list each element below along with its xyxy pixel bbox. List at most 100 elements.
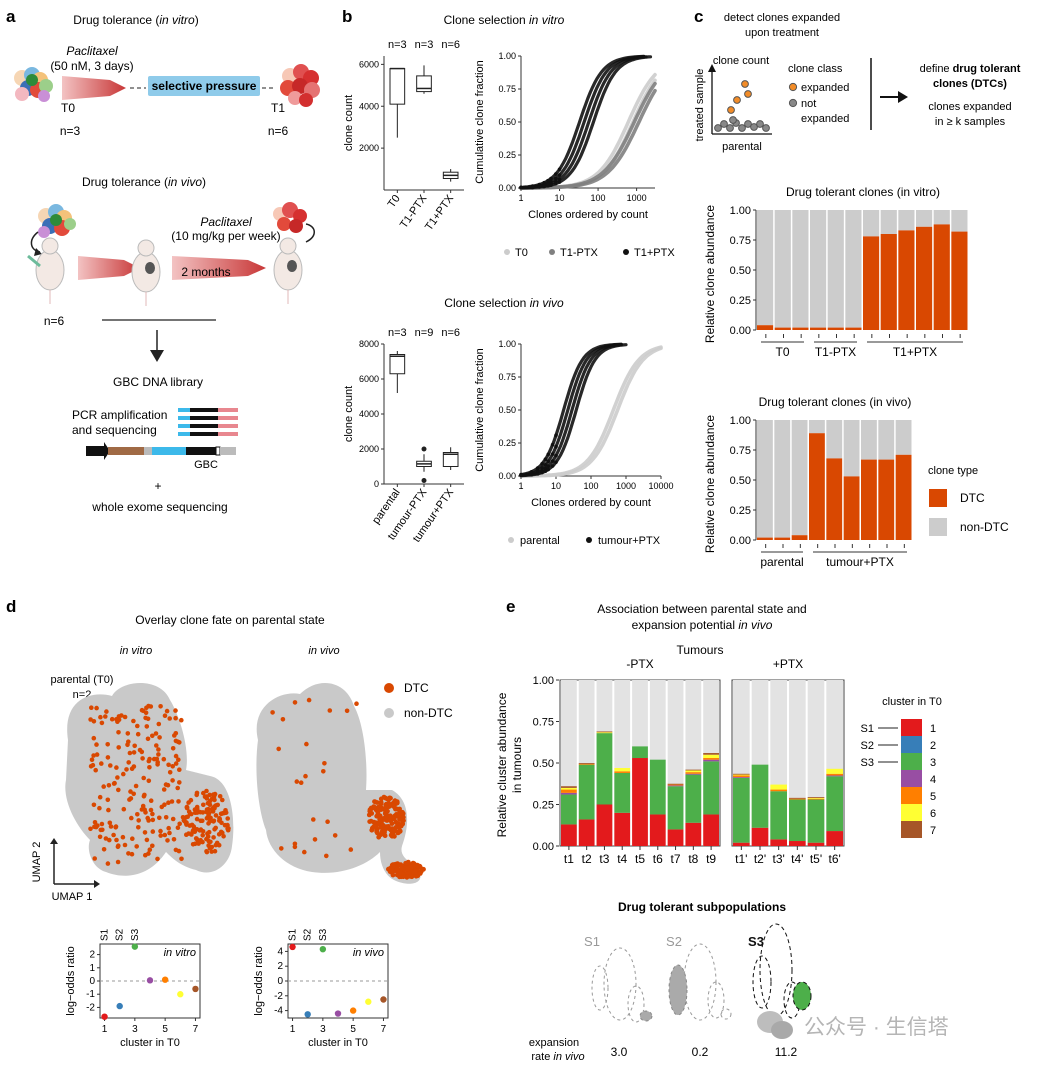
y-tick-label: 6000 [359,374,379,384]
c-parental: parental [722,141,762,153]
bar-segment-cluster-7 [807,797,825,798]
e-subpop-s2: S2 [666,934,682,949]
dtc-cell [146,758,152,764]
selective-pressure-label: selective pressure [152,79,257,93]
dtc-cell [150,843,155,849]
cum-point-tumour+PTX [543,457,548,462]
label-months: 2 months [181,265,230,279]
schematic-dot-not-expanded [738,124,746,132]
x-tick-label: t2' [754,852,766,866]
dtc-cell [105,861,111,866]
dtc-cell [107,820,113,826]
umap-vivo-dtc-dots [270,697,426,880]
dtc-cell [399,865,404,871]
dtc-cell [372,804,377,810]
dtc-cell [92,820,98,825]
dtc-cell [177,821,182,827]
bar-segment-cluster-6 [703,754,719,759]
dtc-cell [175,739,181,745]
y-tick-label: 0.00 [498,183,516,193]
y-tick-label: 2000 [359,444,379,454]
label-t1: T1 [271,101,285,115]
dtc-cell [157,815,162,821]
dtc-cell [141,775,146,781]
dtc-cell [404,861,410,866]
dtc-cell [131,764,137,769]
bar-non-dtc [898,210,915,231]
dtc-cell [108,763,113,768]
bar-segment-cluster-6 [614,767,631,772]
dtc-cell [311,817,316,822]
dtc-cell [172,733,177,738]
mouse-icon-1 [27,237,65,304]
dtc-cell [134,844,139,849]
dtc-cell [200,839,205,845]
dtc-cell [141,794,147,799]
cluster-point [304,1011,311,1018]
dtc-cell [306,697,312,703]
dtc-cell [373,824,379,829]
dtc-cell [145,815,150,821]
dtc-cell [127,797,132,802]
dtc-cell [222,822,228,828]
dtc-cell [179,856,184,862]
dtc-cell [140,756,145,761]
bar-dtc [951,231,968,330]
umap-vitro [65,683,234,876]
dtc-cell [396,825,402,831]
schematic-dot-expanded [744,90,752,98]
dtc-cell [115,775,120,780]
bar-segment-cluster-7 [667,783,684,785]
bar-dtc [843,476,860,540]
dtc-cell [173,753,179,759]
dtc-cell [91,753,96,758]
bar-segment-cluster-3 [703,761,719,815]
e-s1: S1 [861,723,874,735]
plot-frame [731,679,845,847]
bar-segment-cluster-3 [770,791,787,840]
dtc-cell [225,826,230,832]
y-axis-label: Relative clone abundance [703,415,717,553]
box-body [442,452,459,467]
box-n-label: n=9 [415,327,434,339]
e-tumours: Tumours [677,643,724,657]
dtc-cell [111,781,117,786]
dtc-cell [218,829,224,835]
e-expansion-2: rate in vivo [531,1051,584,1063]
chart-title: Drug tolerant clones (in vivo) [759,395,912,409]
d-umap2: UMAP 2 [31,842,43,883]
bar-non-dtc [827,210,844,328]
box-n-label: n=3 [388,39,407,51]
legend-swatch-cluster-1 [901,719,922,736]
bar-segment-cluster-1 [807,842,825,846]
x-tick-label: 10000 [648,481,673,491]
dtc-cell [116,787,121,793]
s-label: S2 [115,928,126,941]
y-tick-label: 4 [277,946,283,957]
b-legend-t1-ptx: T1-PTX [560,247,599,259]
dtc-cell [377,816,383,822]
bar-non-dtc [810,210,827,328]
dtc-cell [131,750,137,755]
dtc-cell [116,714,122,719]
dtc-cell [143,852,148,858]
dtc-cell [220,797,225,803]
dtc-cell [107,837,112,843]
bar-segment-cluster-3 [561,794,577,825]
x-tick-label: 7 [381,1024,387,1035]
schematic-dot-not-expanded [720,120,728,128]
dtc-cell [176,799,181,804]
box-body [389,68,406,105]
bar-non-dtc [757,210,774,326]
dtc-cell [89,757,95,762]
bar-segment-cluster-3 [789,799,806,842]
x-tick-label: 3 [320,1024,326,1035]
dtc-cell [99,761,104,766]
dtc-cell [111,832,116,838]
y-axis-label: clone count [343,386,355,442]
chart-title: -PTX [626,657,653,671]
cum-point-T1+PTX [537,185,542,189]
ptx-drug-vivo: Paclitaxel [200,215,252,229]
dtc-cell [387,816,392,822]
dtc-cell [392,816,397,822]
